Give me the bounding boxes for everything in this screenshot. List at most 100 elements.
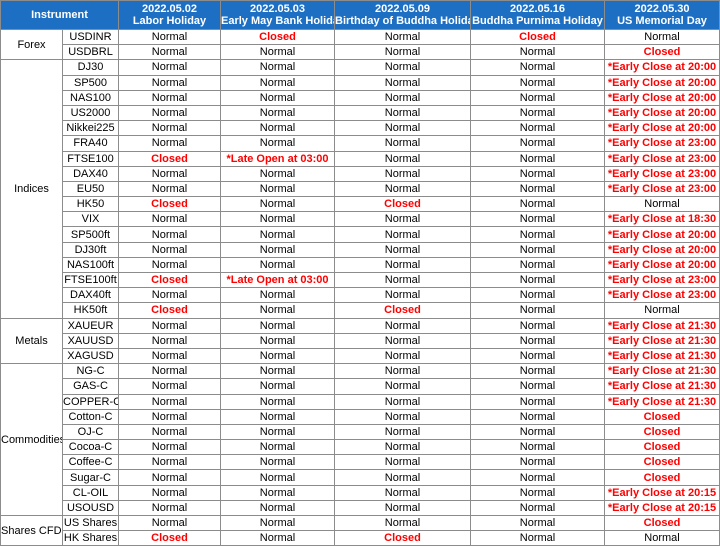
status-cell: Normal: [334, 378, 471, 395]
status-cell: Normal: [118, 287, 221, 304]
status-cell: *Early Close at 20:00: [604, 241, 720, 258]
status-cell: Closed: [220, 28, 335, 46]
status-cell: Closed: [334, 530, 471, 546]
status-cell: *Early Close at 23:00: [604, 165, 720, 182]
column-holiday: Labor Holiday: [132, 15, 207, 27]
instrument-row: NAS100ft Normal Normal Normal Normal *Early C…: [1, 256, 720, 274]
status-cell: Normal: [470, 347, 605, 365]
status-cell: Normal: [118, 256, 221, 274]
instrument-row: NAS100 Normal Normal Normal Normal *Early Clo…: [1, 89, 720, 106]
status-cell: Closed: [118, 302, 221, 319]
status-cell: Closed: [604, 44, 720, 61]
status-cell: Normal: [470, 196, 605, 213]
status-cell: *Early Close at 20:00: [604, 256, 720, 274]
status-cell: *Early Close at 18:30: [604, 211, 720, 228]
status-cell: *Early Close at 20:15: [604, 484, 720, 501]
status-cell: Normal: [118, 104, 221, 122]
status-cell: Closed: [118, 150, 221, 167]
status-cell: Normal: [470, 287, 605, 304]
instrument-row: FRA40 Normal Normal Normal Normal *Early Clos…: [1, 135, 720, 152]
status-cell: Normal: [470, 408, 605, 425]
status-cell: Closed: [604, 423, 720, 441]
column-header: 2022.05.30 US Memorial Day: [604, 0, 720, 30]
instrument-header: Instrument: [0, 0, 119, 30]
status-cell: Normal: [470, 530, 605, 546]
group-name: Indices: [0, 59, 63, 319]
column-date: 2022.05.30: [634, 3, 690, 15]
status-cell: Normal: [334, 408, 471, 425]
status-cell: *Early Close at 21:30: [604, 347, 720, 365]
instrument-name: XAGUSD: [62, 347, 119, 365]
instrument-name: HK50: [62, 196, 119, 213]
status-cell: *Early Close at 20:00: [604, 59, 720, 76]
status-cell: Normal: [220, 363, 335, 380]
instrument-name: FRA40: [62, 135, 119, 152]
instrument-row: USOUSD Normal Normal Normal Normal *Early Clo…: [1, 499, 720, 517]
instrument-name: SP500: [62, 74, 119, 91]
status-cell: Normal: [470, 226, 605, 243]
status-cell: *Early Close at 20:00: [604, 226, 720, 243]
status-cell: Closed: [604, 408, 720, 425]
instrument-name: DAX40ft: [62, 287, 119, 304]
status-cell: Normal: [470, 241, 605, 258]
status-cell: Normal: [334, 89, 471, 106]
status-cell: Normal: [334, 317, 471, 334]
status-cell: Normal: [118, 317, 221, 334]
status-cell: Normal: [118, 332, 221, 349]
status-cell: Normal: [334, 499, 471, 517]
instrument-row: HK50 Closed Normal Closed Normal Normal: [1, 196, 720, 213]
status-cell: Normal: [470, 363, 605, 380]
status-cell: Normal: [220, 226, 335, 243]
status-cell: *Early Close at 23:00: [604, 150, 720, 167]
status-cell: Normal: [470, 317, 605, 334]
status-cell: Normal: [220, 393, 335, 410]
status-cell: Normal: [220, 287, 335, 304]
status-cell: Normal: [220, 44, 335, 61]
instrument-row: DJ30ft Normal Normal Normal Normal *Early Clo…: [1, 241, 720, 258]
status-cell: Normal: [470, 135, 605, 152]
status-cell: *Early Close at 23:00: [604, 287, 720, 304]
status-cell: Normal: [118, 378, 221, 395]
instrument-name: Coffee-C: [62, 454, 119, 471]
status-cell: Normal: [470, 499, 605, 517]
status-cell: Normal: [118, 454, 221, 471]
status-cell: Normal: [334, 514, 471, 532]
instrument-row: VIX Normal Normal Normal Normal *Early Close …: [1, 211, 720, 228]
status-cell: *Late Open at 03:00: [220, 271, 335, 289]
status-cell: Closed: [470, 28, 605, 46]
instrument-name: Nikkei225: [62, 120, 119, 137]
status-cell: Normal: [334, 439, 471, 456]
status-cell: Normal: [118, 135, 221, 152]
status-cell: Normal: [470, 484, 605, 501]
status-cell: Normal: [220, 439, 335, 456]
instrument-name: HK50ft: [62, 302, 119, 319]
column-date: 2022.05.09: [374, 3, 431, 15]
status-cell: Normal: [118, 241, 221, 258]
group-name: Commodities: [0, 363, 63, 516]
status-cell: Normal: [470, 256, 605, 274]
column-holiday: Buddha Purnima Holiday: [472, 15, 603, 27]
instrument-row: Nikkei225 Normal Normal Normal Normal *Early …: [1, 120, 720, 137]
column-header: 2022.05.09 Birthday of Buddha Holiday: [334, 0, 471, 30]
instrument-row: Coffee-C Normal Normal Normal Normal Closed: [1, 454, 720, 471]
instrument-row: SP500 Normal Normal Normal Normal *Early Clos…: [1, 74, 720, 91]
group-name: Shares CFDs: [0, 514, 63, 546]
status-cell: *Early Close at 21:30: [604, 332, 720, 349]
table-body: Forex USDINR Normal Closed Normal Closed Norma…: [0, 28, 720, 546]
status-cell: Normal: [334, 393, 471, 410]
status-cell: Normal: [118, 89, 221, 106]
instrument-name: DAX40: [62, 165, 119, 182]
status-cell: Normal: [470, 165, 605, 182]
status-cell: Normal: [334, 363, 471, 380]
instrument-row: USDBRL Normal Normal Normal Normal Closed: [1, 44, 720, 61]
status-cell: Normal: [220, 180, 335, 198]
group-name: Forex: [0, 28, 63, 61]
instrument-row: Metals XAUEUR Normal Normal Normal Normal *Ear…: [0, 317, 720, 365]
status-cell: Normal: [470, 120, 605, 137]
status-cell: Normal: [118, 469, 221, 486]
status-cell: Normal: [334, 59, 471, 76]
status-cell: Normal: [118, 180, 221, 198]
status-cell: Normal: [470, 514, 605, 532]
status-cell: Normal: [470, 180, 605, 198]
